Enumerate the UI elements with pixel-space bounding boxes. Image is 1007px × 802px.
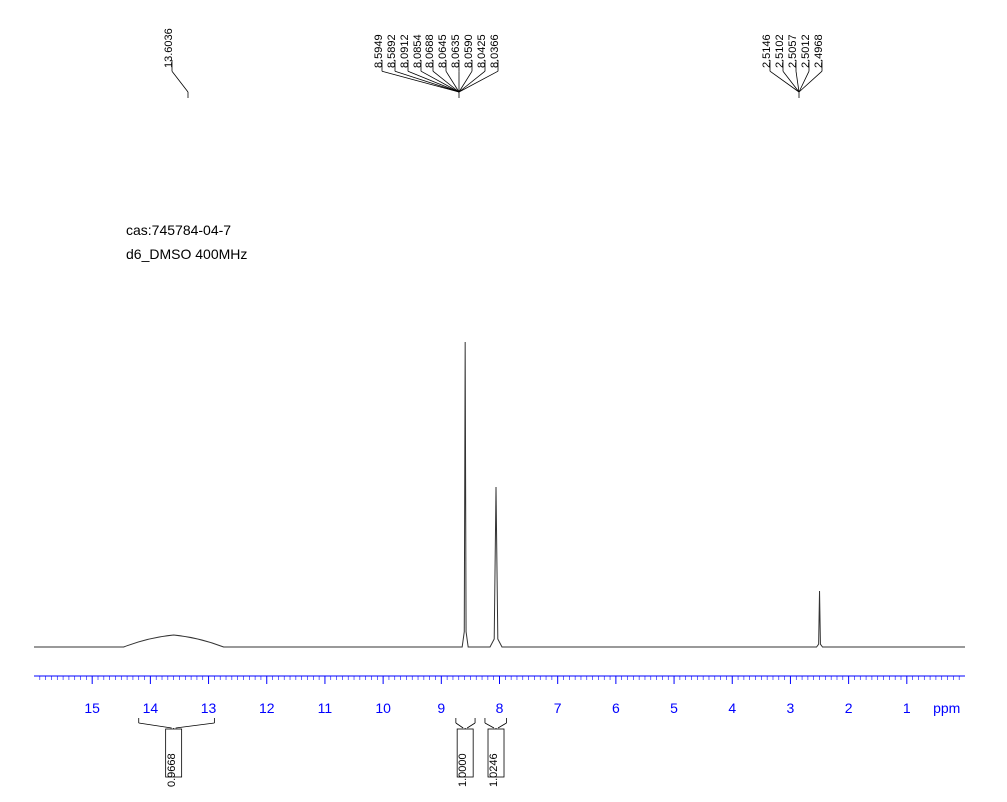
peak-label: 2.5146 xyxy=(761,34,773,68)
peak-label: 8.0645 xyxy=(437,34,449,68)
peak-label: 8.5892 xyxy=(386,34,398,68)
axis-tick-label: 10 xyxy=(373,700,393,716)
axis-tick-label: 1 xyxy=(897,700,917,716)
peak-label: 8.0590 xyxy=(463,34,475,68)
nmr-spectrum-chart: cas:745784-04-7 d6_DMSO 400MHz 13.60368.… xyxy=(0,0,1007,802)
peak-label: 2.5057 xyxy=(787,34,799,68)
spectrum-svg xyxy=(0,0,1007,802)
axis-tick-label: 15 xyxy=(82,700,102,716)
axis-tick-label: 13 xyxy=(199,700,219,716)
peak-label: 8.0912 xyxy=(399,34,411,68)
peak-label: 8.0854 xyxy=(412,34,424,68)
peak-label: 8.0635 xyxy=(450,34,462,68)
peak-label: 8.0688 xyxy=(424,34,436,68)
axis-tick-label: 14 xyxy=(140,700,160,716)
axis-tick-label: 4 xyxy=(722,700,742,716)
integral-value: 1.0000 xyxy=(457,753,469,787)
axis-tick-label: 2 xyxy=(839,700,859,716)
peak-label: 2.4968 xyxy=(813,34,825,68)
peak-label: 8.0366 xyxy=(489,34,501,68)
peak-label: 2.5012 xyxy=(800,34,812,68)
axis-tick-label: 6 xyxy=(606,700,626,716)
peak-label: 13.6036 xyxy=(163,28,175,68)
axis-unit-label: ppm xyxy=(927,700,967,716)
axis-tick-label: 3 xyxy=(780,700,800,716)
peak-label: 8.0425 xyxy=(476,34,488,68)
integral-value: 1.0246 xyxy=(488,753,500,787)
axis-tick-label: 5 xyxy=(664,700,684,716)
integral-value: 0.9668 xyxy=(166,753,178,787)
axis-tick-label: 7 xyxy=(548,700,568,716)
peak-label: 8.5949 xyxy=(373,34,385,68)
axis-tick-label: 8 xyxy=(490,700,510,716)
axis-tick-label: 11 xyxy=(315,700,335,716)
peak-label: 2.5102 xyxy=(774,34,786,68)
axis-tick-label: 9 xyxy=(431,700,451,716)
axis-tick-label: 12 xyxy=(257,700,277,716)
